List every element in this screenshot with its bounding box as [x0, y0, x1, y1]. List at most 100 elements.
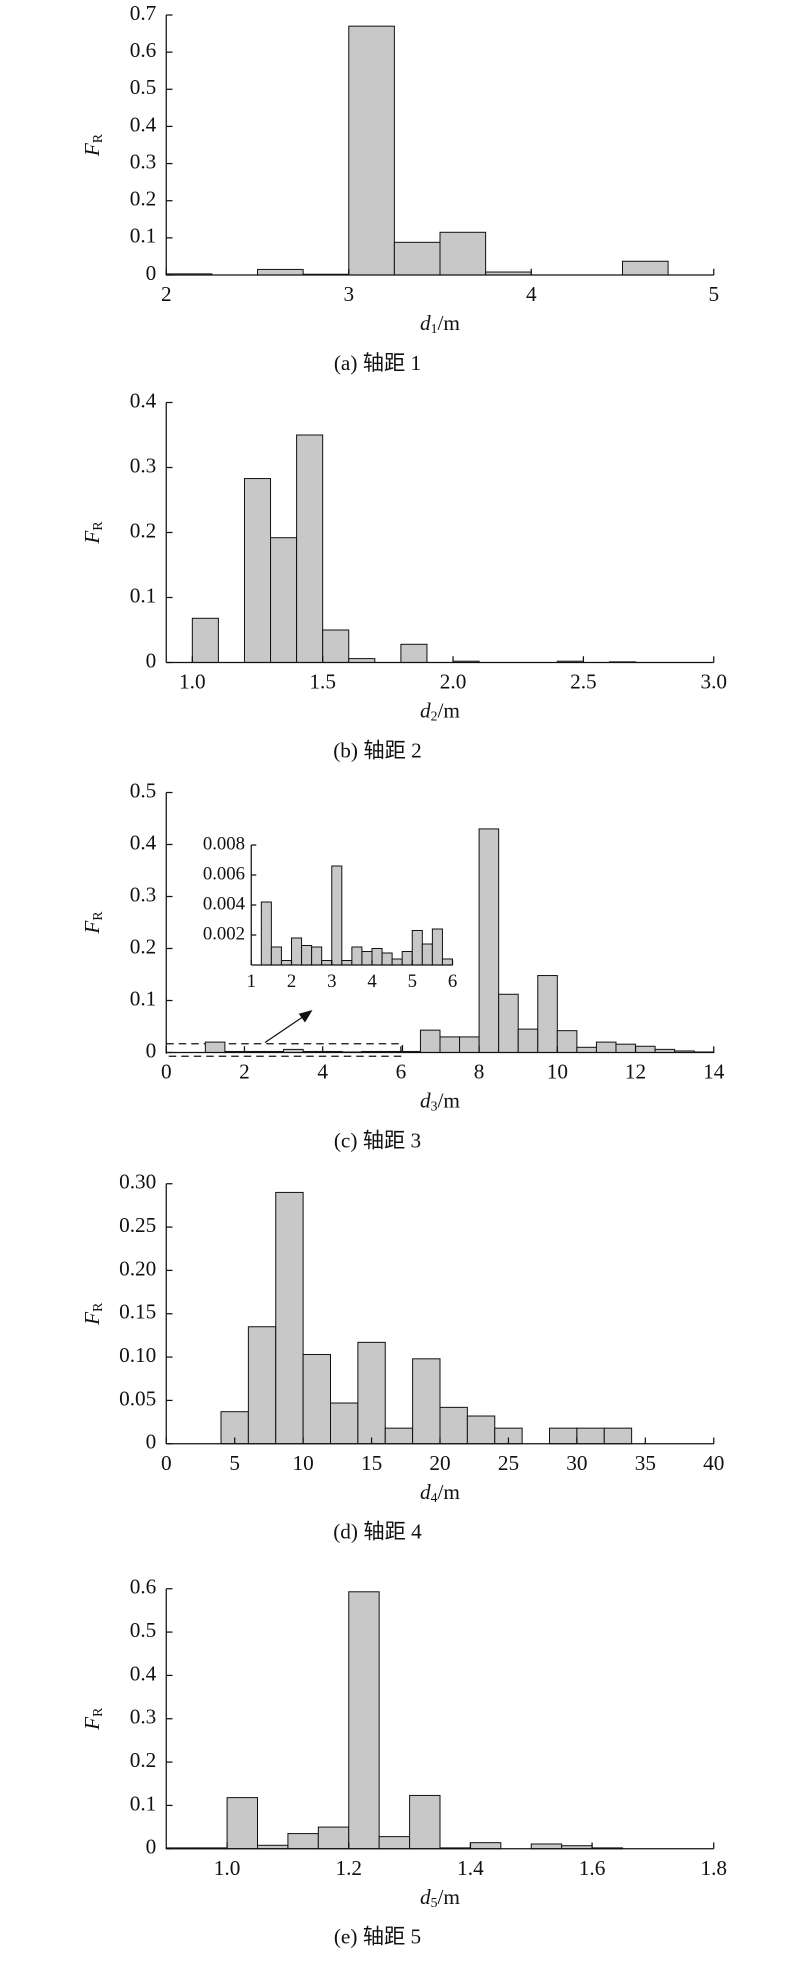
- y-tick-label: 0.008: [203, 833, 245, 854]
- y-label-sub: R: [90, 911, 105, 921]
- bar: [576, 1046, 597, 1054]
- x-tick-label: 4: [526, 282, 537, 306]
- y-label-var: F: [80, 1716, 104, 1731]
- bar: [498, 993, 519, 1054]
- bar: [419, 1029, 441, 1053]
- x-tick-label: 5: [229, 1451, 240, 1475]
- y-axis-label: FR: [80, 1707, 105, 1731]
- bar: [439, 1036, 461, 1054]
- y-label-sub: R: [90, 521, 105, 531]
- bar: [615, 1043, 637, 1053]
- bar: [296, 434, 324, 663]
- y-axis-label: FR: [80, 911, 105, 935]
- x-label-sub: 4: [431, 1490, 438, 1505]
- panel: 1.0 1.5 2.0 2.5 3.0 0 0.1 0.2 0.3 0.4 d2/m FR (b) 轴距…: [80, 388, 727, 762]
- x-tick-label: 10: [293, 1451, 314, 1475]
- x-axis-label: d2/m: [420, 698, 460, 723]
- x-tick-label: 6: [448, 971, 457, 992]
- y-tick-label: 0.4: [130, 112, 157, 136]
- bar: [381, 952, 393, 966]
- x-axis-label: d5/m: [420, 1885, 460, 1910]
- x-label-unit: /m: [438, 1088, 461, 1112]
- x-tick-label: 1.6: [579, 1856, 606, 1880]
- y-label-var: F: [80, 142, 104, 157]
- panel: 2 3 4 5 0 0.1 0.2 0.3 0.4 0.5 0.6 0.7 d1/m FR (a) 轴距 1: [80, 1, 719, 375]
- bar: [247, 1326, 277, 1445]
- bar: [378, 1836, 411, 1850]
- bar: [311, 946, 323, 966]
- y-tick-label: 0.1: [130, 1791, 157, 1815]
- bar: [469, 1842, 502, 1850]
- bar: [409, 1794, 441, 1850]
- bar: [459, 1036, 480, 1054]
- x-tick-label: 40: [703, 1451, 724, 1475]
- y-tick-label: 0.2: [130, 1748, 157, 1772]
- y-tick-label: 0: [146, 648, 157, 672]
- bar: [576, 1427, 605, 1445]
- y-tick-label: 0: [146, 1038, 157, 1062]
- x-tick-label: 4: [367, 971, 377, 992]
- x-label-var: d: [420, 1088, 431, 1112]
- x-tick-label: 15: [361, 1451, 382, 1475]
- x-tick-label: 1.4: [457, 1856, 484, 1880]
- x-axis-label: d3/m: [420, 1088, 460, 1113]
- bar: [384, 1427, 414, 1445]
- bar: [595, 1041, 617, 1053]
- x-tick-label: 2: [287, 971, 296, 992]
- arrow-head: [298, 1010, 313, 1023]
- x-label-sub: 3: [431, 1099, 438, 1114]
- x-tick-label: 4: [317, 1060, 328, 1084]
- x-tick-label: 1.8: [700, 1856, 727, 1880]
- y-tick-label: 0.3: [130, 1705, 157, 1729]
- x-tick-label: 25: [498, 1451, 519, 1475]
- zoom-arrow: [264, 1013, 308, 1044]
- y-label-var: F: [80, 1311, 104, 1326]
- y-tick-label: 0.3: [130, 149, 157, 173]
- y-tick-label: 0.15: [119, 1300, 156, 1324]
- bar: [549, 1427, 578, 1445]
- bar: [275, 1191, 304, 1445]
- x-tick-label: 20: [429, 1451, 450, 1475]
- bar: [280, 960, 292, 966]
- x-tick-label: 0: [161, 1060, 172, 1084]
- x-label-unit: /m: [438, 1480, 461, 1504]
- caption: (a) 轴距 1: [334, 351, 421, 375]
- y-tick-label: 0.2: [130, 187, 157, 211]
- bar: [348, 25, 395, 276]
- bar: [270, 946, 282, 966]
- x-tick-label: 12: [625, 1060, 646, 1084]
- bar: [287, 1833, 319, 1850]
- x-tick-label: 3.0: [700, 670, 727, 694]
- y-tick-label: 0.2: [130, 518, 157, 542]
- bar: [412, 1358, 441, 1445]
- y-tick-label: 0.05: [119, 1386, 156, 1410]
- bar: [260, 901, 272, 966]
- y-tick-label: 0: [146, 261, 157, 285]
- y-tick-label: 0.3: [130, 453, 157, 477]
- bar: [441, 958, 454, 966]
- x-tick-label: 2: [161, 282, 172, 306]
- y-tick-label: 0.4: [130, 1661, 157, 1685]
- x-tick-label: 35: [635, 1451, 656, 1475]
- bar: [257, 268, 304, 276]
- y-tick-label: 0.4: [130, 830, 157, 854]
- panel: 0 5 10 15 20 25 30 35 40 0 0.05 0.10 0.15 0.20 0.25 0.3…: [80, 1170, 725, 1544]
- bar: [517, 1028, 539, 1054]
- panel: 1.0 1.2 1.4 1.6 1.8 0 0.1 0.2 0.3 0.4 0.5 0.6 d5/m FR…: [80, 1575, 727, 1949]
- x-axis-label: d4/m: [420, 1480, 460, 1505]
- y-axis-label: FR: [80, 1302, 105, 1326]
- bar: [391, 958, 403, 966]
- y-tick-label: 0.002: [203, 923, 245, 944]
- y-label-sub: R: [90, 1707, 105, 1717]
- y-tick-label: 0.1: [130, 583, 157, 607]
- x-tick-label: 3: [343, 282, 354, 306]
- x-label-unit: /m: [438, 311, 461, 335]
- bar: [439, 231, 487, 276]
- x-tick-label: 2.5: [570, 670, 597, 694]
- bar: [530, 1843, 563, 1850]
- y-tick-label: 0: [146, 1430, 157, 1454]
- x-label-sub: 1: [431, 321, 438, 336]
- bar: [400, 643, 428, 664]
- bar: [466, 1415, 496, 1445]
